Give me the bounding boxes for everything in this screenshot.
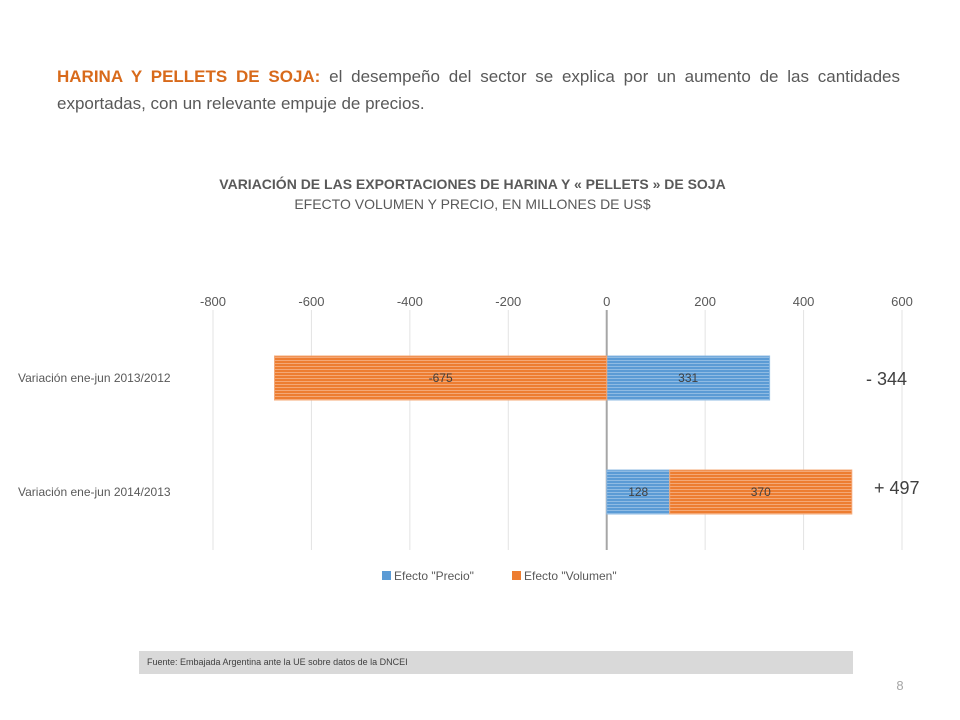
legend-label: Efecto "Precio": [394, 569, 474, 583]
x-tick-label: 0: [603, 294, 610, 309]
data-label: 331: [678, 371, 698, 385]
category-label: Variación ene-jun 2014/2013: [18, 485, 171, 499]
x-tick-label: -600: [298, 294, 324, 309]
legend: Efecto "Precio" Efecto "Volumen": [382, 569, 617, 583]
category-labels: Variación ene-jun 2013/2012 Variación ene…: [18, 371, 171, 499]
page-number: 8: [896, 678, 904, 693]
data-label: -675: [429, 371, 453, 385]
bar-chart: -800 -600 -400 -200 0 200 400 600 331 -675 128 370…: [18, 294, 920, 583]
total-label: - 344: [866, 369, 907, 389]
total-label: + 497: [874, 478, 920, 498]
x-tick-label: 200: [694, 294, 716, 309]
legend-swatch: [382, 571, 391, 580]
x-axis-ticks: -800 -600 -400 -200 0 200 400 600: [200, 294, 913, 309]
chart-subtitle: EFECTO VOLUMEN Y PRECIO, EN MILLONES DE …: [294, 196, 651, 212]
x-tick-label: 600: [891, 294, 913, 309]
total-labels: - 344 + 497: [866, 369, 920, 498]
bar-volumen: [669, 469, 853, 515]
bars: 331 -675 128 370: [274, 355, 853, 515]
chart-title-block: VARIACIÓN DE LAS EXPORTACIONES DE HARINA…: [0, 174, 945, 214]
x-tick-label: -800: [200, 294, 226, 309]
intro-paragraph: HARINA Y PELLETS DE SOJA: el desempeño d…: [57, 63, 900, 117]
bar-volumen: [274, 355, 608, 401]
bar-precio: [606, 355, 771, 401]
data-label: 128: [628, 485, 648, 499]
bar-precio: [606, 469, 671, 515]
legend-swatch: [512, 571, 521, 580]
chart-title: VARIACIÓN DE LAS EXPORTACIONES DE HARINA…: [219, 176, 726, 192]
x-tick-label: -200: [495, 294, 521, 309]
source-note: Fuente: Embajada Argentina ante la UE so…: [139, 651, 853, 674]
data-label: 370: [751, 485, 771, 499]
legend-label: Efecto "Volumen": [524, 569, 617, 583]
category-label: Variación ene-jun 2013/2012: [18, 371, 171, 385]
x-tick-label: -400: [397, 294, 423, 309]
x-tick-label: 400: [793, 294, 815, 309]
intro-text: el desempeño del sector se explica por u…: [57, 67, 900, 113]
intro-lead: HARINA Y PELLETS DE SOJA:: [57, 67, 321, 86]
